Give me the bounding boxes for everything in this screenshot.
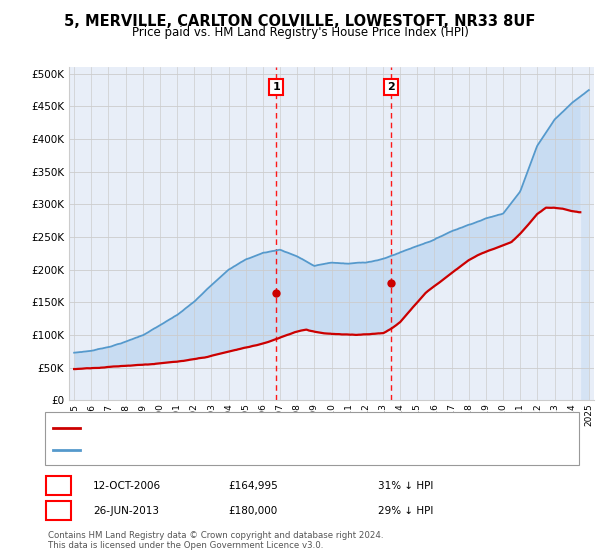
Text: 2: 2	[55, 506, 62, 516]
Text: 1: 1	[55, 480, 62, 491]
Text: 29% ↓ HPI: 29% ↓ HPI	[378, 506, 433, 516]
Text: 12-OCT-2006: 12-OCT-2006	[93, 480, 161, 491]
Text: 2: 2	[388, 82, 395, 92]
Text: 1: 1	[272, 82, 280, 92]
Text: Contains HM Land Registry data © Crown copyright and database right 2024.
This d: Contains HM Land Registry data © Crown c…	[48, 530, 383, 550]
Text: 31% ↓ HPI: 31% ↓ HPI	[378, 480, 433, 491]
Text: Price paid vs. HM Land Registry's House Price Index (HPI): Price paid vs. HM Land Registry's House …	[131, 26, 469, 39]
Text: £164,995: £164,995	[228, 480, 278, 491]
Text: 5, MERVILLE, CARLTON COLVILLE, LOWESTOFT, NR33 8UF: 5, MERVILLE, CARLTON COLVILLE, LOWESTOFT…	[64, 14, 536, 29]
Text: HPI: Average price, detached house, East Suffolk: HPI: Average price, detached house, East…	[86, 445, 329, 455]
Text: 5, MERVILLE, CARLTON COLVILLE, LOWESTOFT, NR33 8UF (detached house): 5, MERVILLE, CARLTON COLVILLE, LOWESTOFT…	[86, 423, 461, 433]
Text: £180,000: £180,000	[228, 506, 277, 516]
Text: 26-JUN-2013: 26-JUN-2013	[93, 506, 159, 516]
